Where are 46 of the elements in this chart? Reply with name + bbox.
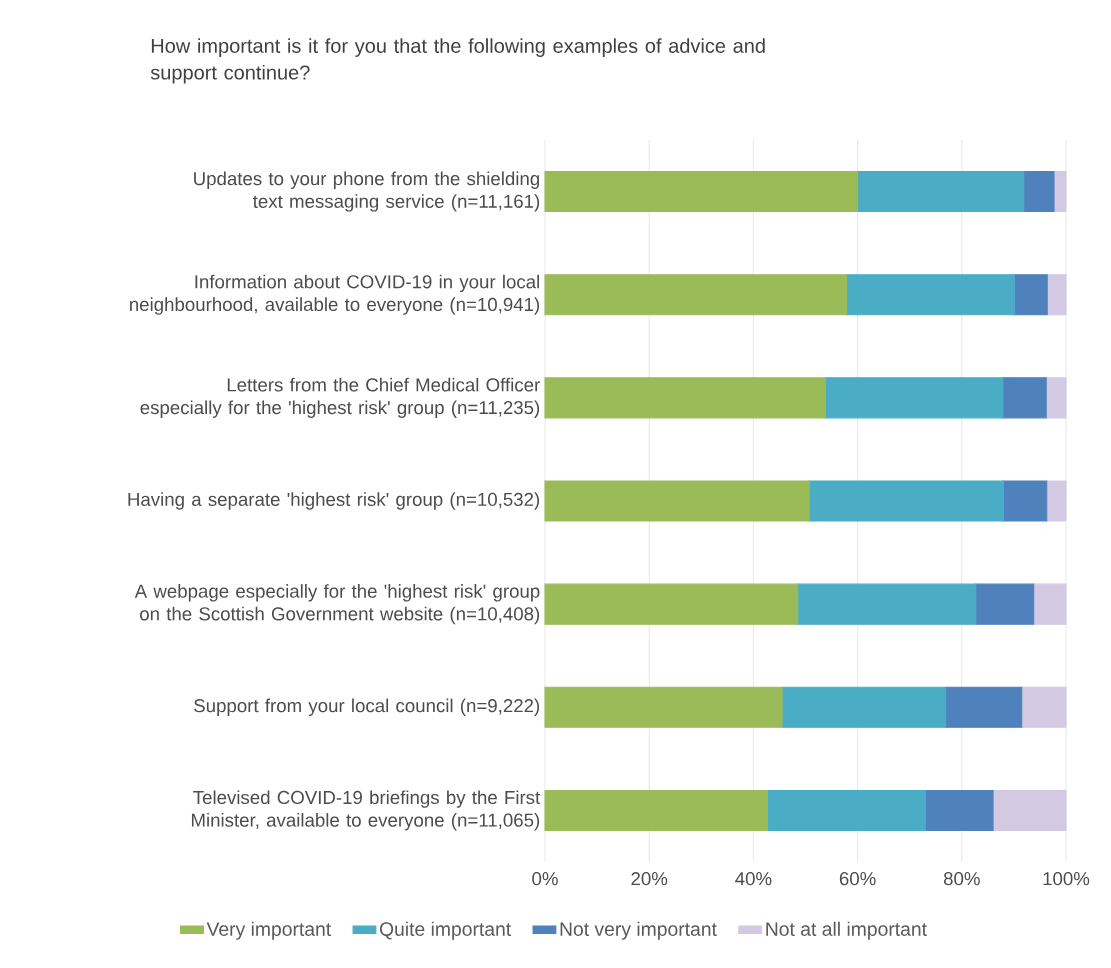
legend-label: Not very important bbox=[560, 921, 717, 940]
bar bbox=[797, 583, 977, 625]
bar bbox=[1046, 274, 1067, 316]
legend-label: Quite important bbox=[379, 921, 512, 940]
bar bbox=[857, 171, 1025, 213]
x-tick-label: 40% bbox=[735, 872, 772, 886]
bar bbox=[1033, 583, 1067, 625]
x-tick-label: 100% bbox=[1043, 872, 1090, 886]
bar bbox=[1013, 274, 1048, 316]
bar bbox=[544, 789, 769, 831]
bar bbox=[1002, 377, 1047, 419]
y-tick-label: Televised COVID-19 briefings by the First Minister, available to everyone (n=11,065) bbox=[191, 790, 541, 831]
bar bbox=[544, 171, 859, 213]
bar bbox=[1053, 171, 1067, 213]
bar bbox=[766, 789, 926, 831]
x-tick-label: 20% bbox=[631, 872, 668, 886]
bar bbox=[1046, 480, 1067, 522]
bar bbox=[544, 480, 810, 522]
bar bbox=[544, 377, 826, 419]
bar bbox=[544, 274, 848, 316]
bar bbox=[781, 686, 947, 728]
x-tick-label: 0% bbox=[532, 872, 558, 886]
bar bbox=[1023, 171, 1055, 213]
y-tick-label: Having a separate 'highest risk' group (n=10,532) bbox=[128, 492, 540, 510]
x-tick-label: 80% bbox=[943, 872, 980, 886]
bar bbox=[544, 686, 783, 728]
chart-title: How important is it for you that the following examples of advice and support continue? bbox=[150, 38, 765, 84]
bar bbox=[924, 789, 994, 831]
y-tick-label: Letters from the Chief Medical Officer especially for the 'highest risk' group (n=11,235) bbox=[140, 377, 540, 418]
bar bbox=[1021, 686, 1067, 728]
bar bbox=[544, 583, 799, 625]
bar bbox=[975, 583, 1035, 625]
legend-label: Not at all important bbox=[766, 921, 927, 940]
y-tick-label: A webpage especially for the 'highest risk' group on the Scottish Government website (n=10,408) bbox=[134, 584, 540, 625]
y-tick-label: Updates to your phone from the shielding text messaging service (n=11,161) bbox=[194, 171, 540, 212]
bar bbox=[808, 480, 1005, 522]
y-tick-label: Support from your local council (n=9,222) bbox=[194, 698, 540, 716]
bar bbox=[846, 274, 1015, 316]
bar bbox=[824, 377, 1004, 419]
bar bbox=[945, 686, 1023, 728]
bar bbox=[1002, 480, 1048, 522]
legend-label: Very important bbox=[206, 921, 332, 940]
x-tick-label: 60% bbox=[839, 872, 876, 886]
bar bbox=[1045, 377, 1067, 419]
y-tick-label: Information about COVID-19 in your local neighbourhood, available to everyone (n=10,941) bbox=[130, 274, 540, 315]
bar bbox=[992, 789, 1067, 831]
